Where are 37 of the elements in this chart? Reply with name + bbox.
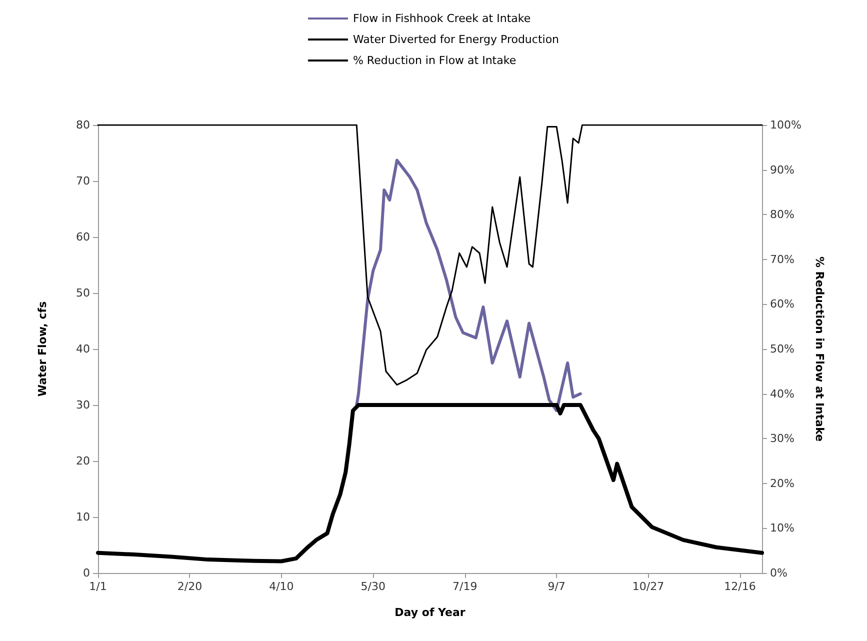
x-tick-label: 7/19 — [452, 580, 478, 593]
y2-tick-label: 0% — [770, 566, 788, 580]
x-tick-label: 4/10 — [269, 580, 294, 593]
line-series — [355, 158, 582, 412]
x-axis-title: Day of Year — [394, 606, 466, 619]
y-tick-label: 0 — [83, 566, 90, 580]
x-tick-label: 12/16 — [724, 580, 756, 593]
y2-tick-label: 70% — [770, 252, 794, 266]
y-tick-label: 40 — [76, 342, 90, 356]
x-tick-label: 10/27 — [632, 580, 664, 593]
x-tick-label: 2/20 — [177, 580, 202, 593]
line-series — [96, 403, 764, 564]
y2-tick-label: 90% — [770, 163, 794, 176]
y-tick-label: 20 — [76, 454, 90, 468]
y2-axis-title: % Reduction in Flow at Intake — [813, 256, 826, 442]
y2-tick-label: 10% — [770, 522, 794, 535]
y-tick-label: 10 — [76, 510, 90, 524]
y-tick-label: 50 — [76, 286, 90, 300]
legend-label: % Reduction in Flow at Intake — [352, 54, 516, 67]
y-axis-title: Water Flow, cfs — [36, 300, 49, 397]
y-tick-label: 70 — [76, 174, 90, 188]
y2-tick-label: 50% — [770, 342, 794, 356]
x-tick-label: 9/7 — [548, 580, 566, 593]
y-tick-label: 60 — [76, 230, 90, 244]
y-tick-label: 80 — [76, 118, 90, 132]
y2-tick-label: 20% — [770, 476, 794, 490]
x-tick-label: 5/30 — [360, 580, 386, 593]
x-tick-label: 1/1 — [89, 580, 107, 593]
line-series — [97, 124, 763, 386]
y2-tick-label: 80% — [770, 208, 794, 222]
legend-label: Flow in Fishhook Creek at Intake — [352, 12, 531, 25]
y2-tick-label: 40% — [770, 387, 794, 400]
y2-tick-label: 30% — [770, 432, 794, 446]
y-tick-label: 30 — [76, 398, 90, 412]
y2-tick-label: 60% — [770, 298, 794, 311]
legend-label: Water Diverted for Energy Production — [352, 33, 560, 46]
y2-tick-label: 100% — [770, 118, 802, 132]
